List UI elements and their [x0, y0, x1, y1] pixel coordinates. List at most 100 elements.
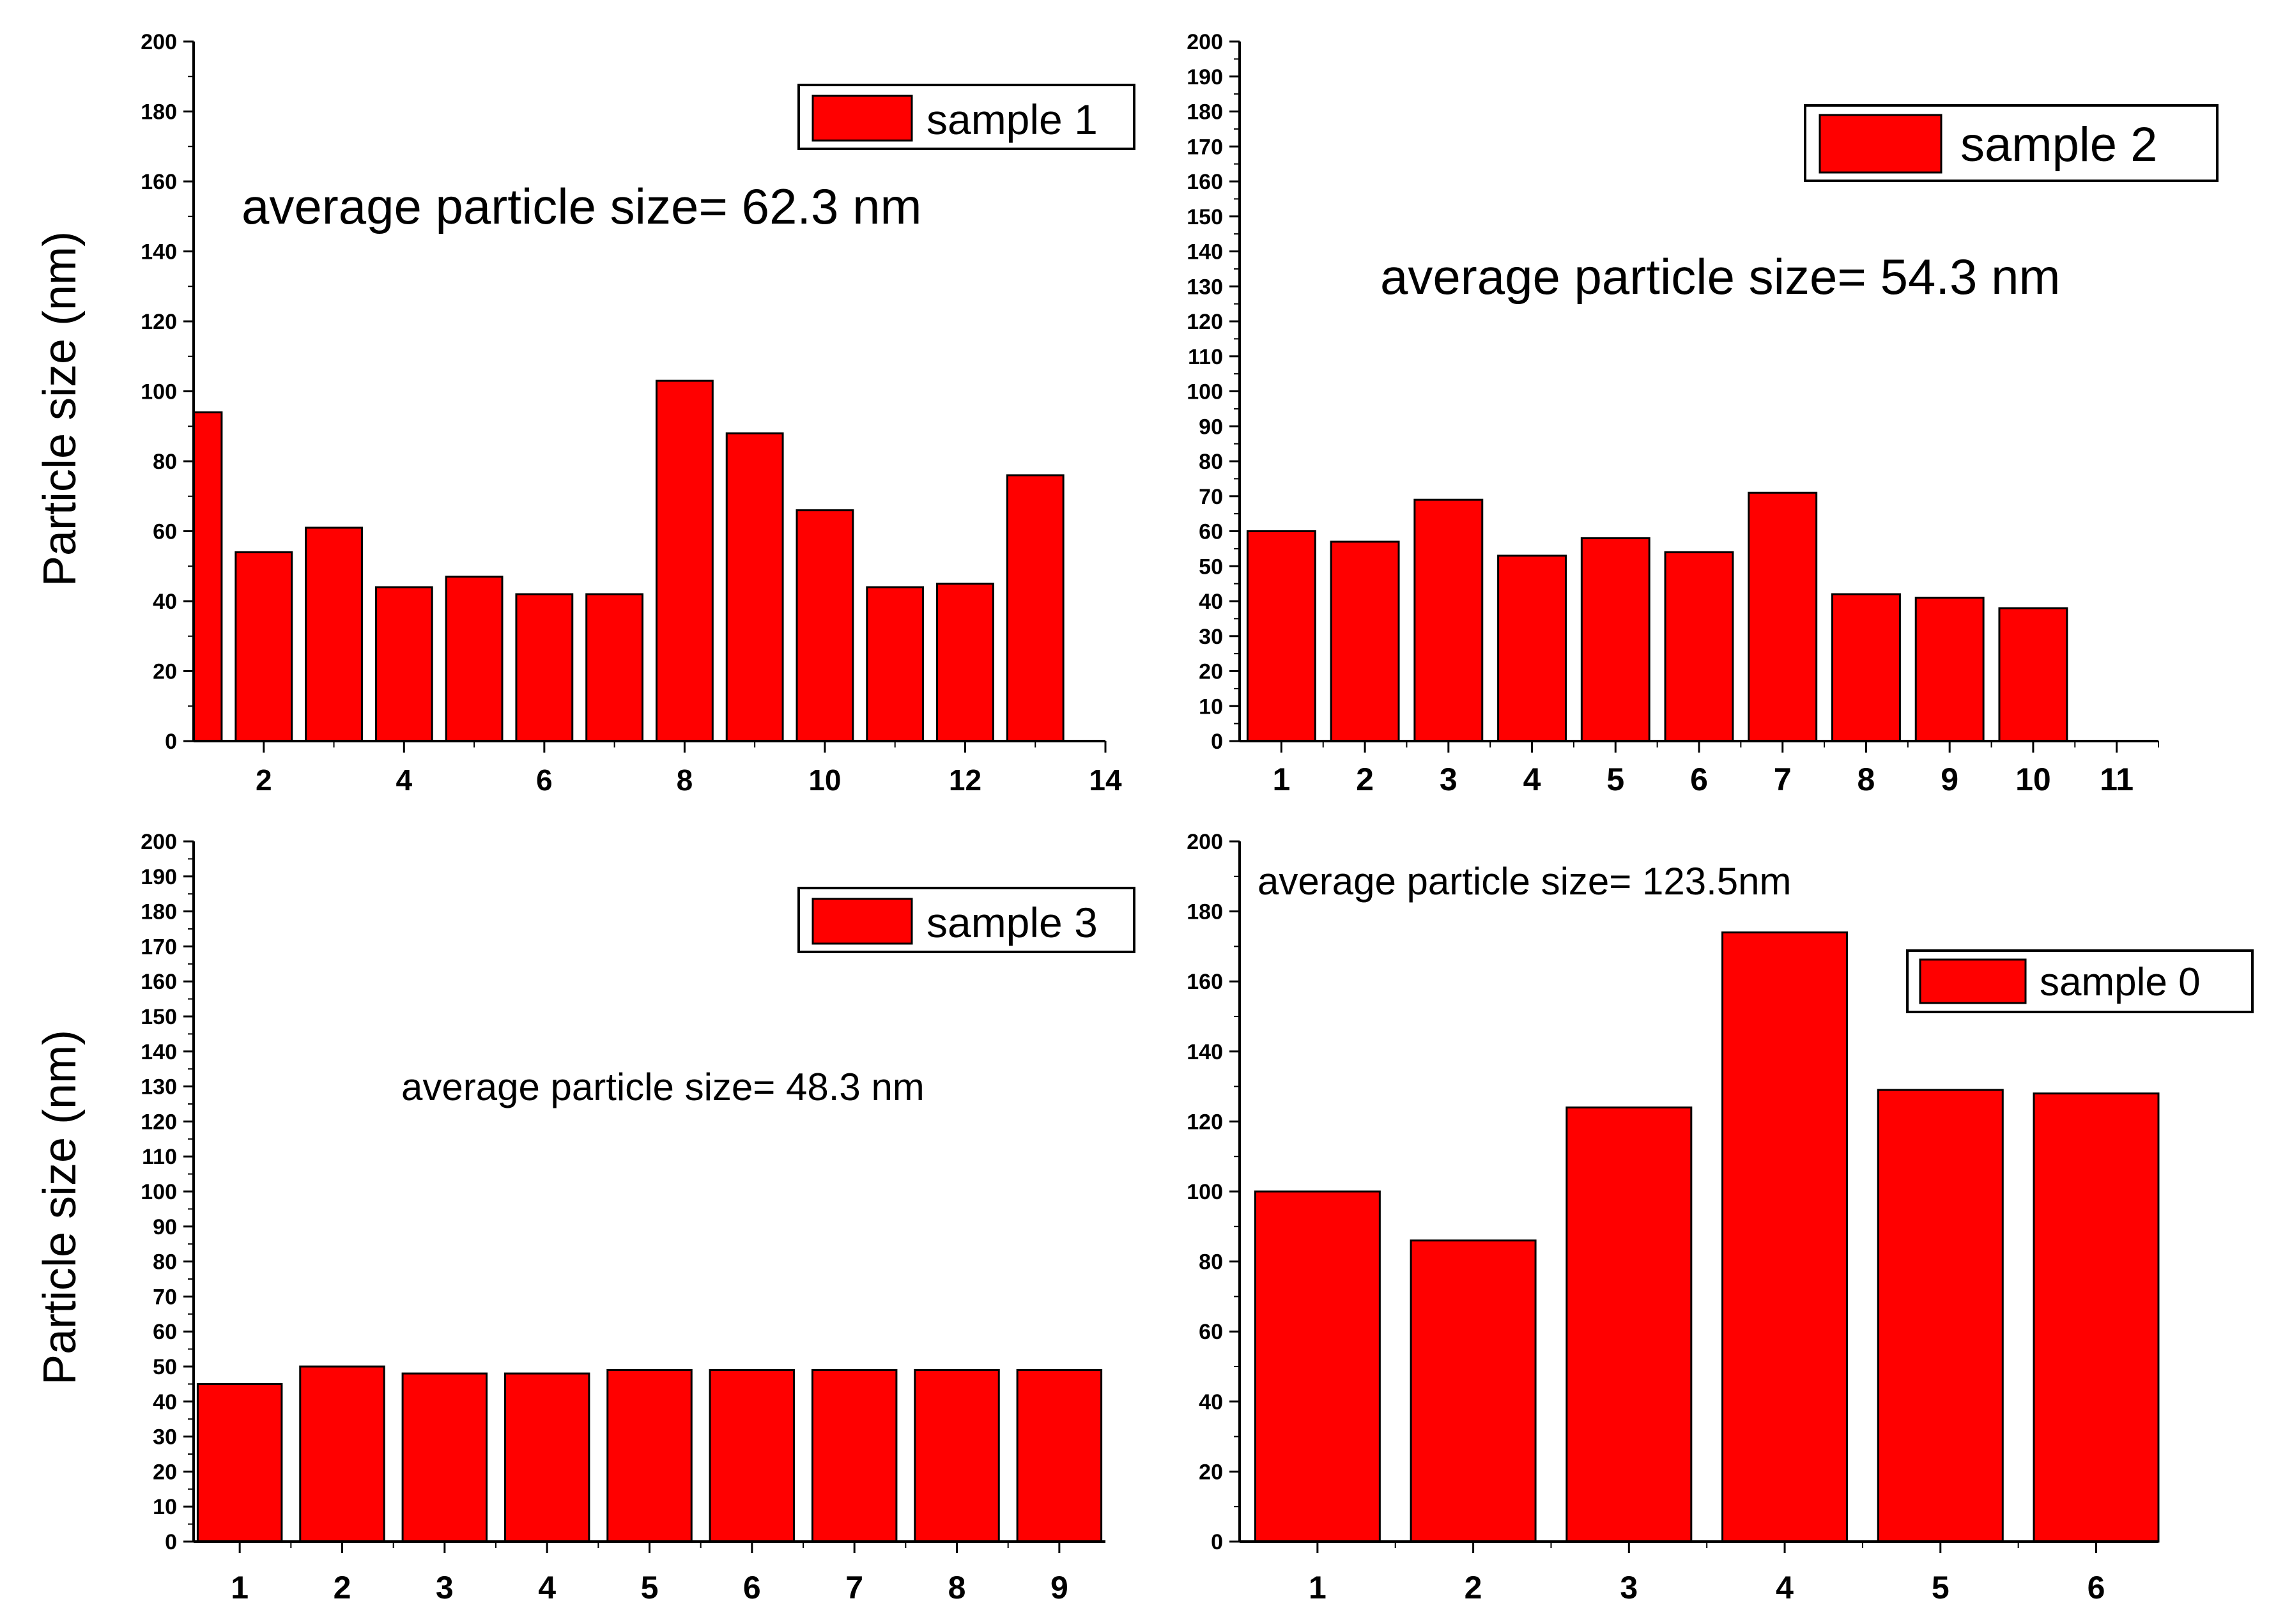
y-tick-label-sample3-50: 50	[153, 1355, 177, 1379]
y-tick-label-sample3-190: 190	[141, 865, 177, 889]
x-tick-label-sample2-11: 11	[2100, 762, 2134, 797]
bar-sample3-6	[709, 1368, 796, 1543]
y-tick-label-sample3-10: 10	[153, 1495, 177, 1519]
y-tick-label-sample3-170: 170	[141, 935, 177, 959]
legend-swatch-sample2	[1819, 114, 1942, 174]
bar-sample2-3	[1413, 498, 1484, 742]
x-tick-label-sample0-5: 5	[1932, 1570, 1950, 1605]
y-tick-label-sample1-120: 120	[141, 310, 177, 334]
legend-sample1: sample 1	[797, 84, 1135, 150]
bar-sample2-9	[1914, 597, 1985, 742]
bar-sample0-5	[1877, 1089, 2004, 1543]
y-tick-label-sample2-40: 40	[1199, 590, 1223, 614]
x-tick-label-sample2-3: 3	[1440, 762, 1458, 797]
x-tick-label-sample0-3: 3	[1620, 1570, 1638, 1605]
x-tick-label-sample3-2: 2	[334, 1570, 351, 1605]
bar-sample2-7	[1748, 491, 1818, 742]
legend-swatch-sample1	[811, 95, 913, 142]
bar-sample3-5	[606, 1368, 693, 1543]
y-tick-label-sample1-100: 100	[141, 380, 177, 404]
bar-sample1-11	[866, 586, 925, 742]
y-tick-label-sample2-50: 50	[1199, 555, 1223, 579]
y-tick-label-sample0-40: 40	[1199, 1390, 1223, 1414]
y-tick-label-sample2-0: 0	[1211, 730, 1223, 754]
x-tick-label-sample2-7: 7	[1774, 762, 1792, 797]
x-tick-label-sample1-6: 6	[536, 763, 553, 797]
y-tick-label-sample2-170: 170	[1187, 135, 1223, 159]
x-tick-label-sample0-1: 1	[1309, 1570, 1327, 1605]
bar-sample3-9	[1016, 1368, 1103, 1543]
bar-sample3-8	[914, 1368, 1000, 1543]
x-tick-label-sample2-4: 4	[1523, 762, 1541, 797]
y-tick-label-sample1-20: 20	[153, 660, 177, 684]
panel-sample3: 0 10 20 30 40 50 60 70 80 90 100 110 120 130 140 150 160…	[141, 830, 1135, 1605]
y-tick-label-sample0-60: 60	[1199, 1320, 1223, 1344]
y-tick-label-sample1-180: 180	[141, 100, 177, 125]
y-tick-label-sample1-0: 0	[165, 730, 177, 754]
y-tick-label-sample3-90: 90	[153, 1215, 177, 1239]
bar-sample1-8	[655, 379, 714, 742]
y-tick-label-sample3-120: 120	[141, 1110, 177, 1134]
bar-sample0-6	[2033, 1092, 2160, 1543]
legend-sample2: sample 2	[1804, 104, 2219, 182]
y-tick-label-sample0-20: 20	[1199, 1460, 1223, 1484]
bar-sample3-4	[504, 1372, 590, 1543]
y-tick-label-sample3-180: 180	[141, 900, 177, 924]
legend-label-sample0: sample 0	[2040, 960, 2201, 1004]
y-tick-label-sample3-20: 20	[153, 1460, 177, 1484]
x-tick-label-sample0-6: 6	[2088, 1570, 2105, 1605]
y-tick-label-sample2-110: 110	[1188, 345, 1223, 369]
y-tick-label-sample3-160: 160	[141, 970, 177, 994]
x-tick-label-sample3-4: 4	[538, 1570, 556, 1605]
x-tick-label-sample1-8: 8	[677, 763, 693, 797]
bar-sample1-3	[305, 526, 363, 742]
bar-sample1-6	[515, 593, 574, 742]
y-tick-label-sample0-100: 100	[1187, 1180, 1223, 1204]
y-tick-label-sample0-0: 0	[1211, 1530, 1223, 1554]
x-tick-label-sample2-10: 10	[2015, 762, 2051, 797]
bar-sample1-13	[1006, 474, 1065, 742]
y-tick-label-sample2-70: 70	[1199, 485, 1223, 509]
x-tick-label-sample3-7: 7	[845, 1570, 863, 1605]
y-tick-label-sample0-180: 180	[1187, 900, 1223, 924]
y-tick-label-sample2-100: 100	[1187, 380, 1223, 404]
y-tick-label-sample0-140: 140	[1187, 1040, 1223, 1064]
annotation-sample1: average particle size= 62.3 nm	[242, 178, 921, 234]
x-tick-label-sample3-6: 6	[743, 1570, 761, 1605]
y-tick-label-sample3-110: 110	[142, 1145, 177, 1169]
bar-sample2-6	[1664, 551, 1734, 742]
y-tick-label-sample2-30: 30	[1199, 625, 1223, 649]
bar-sample0-4	[1721, 931, 1849, 1543]
y-tick-label-sample2-20: 20	[1199, 660, 1223, 684]
legend-swatch-sample3	[811, 898, 913, 945]
panel-sample1: 0 20 40 60 80 100 120 140 160 180 200 2 4 6 8 10 12 14 av…	[141, 30, 1135, 797]
x-tick-label-sample2-6: 6	[1690, 762, 1708, 797]
bar-sample2-8	[1831, 593, 1901, 742]
y-axis-title-top: Particle size (nm)	[35, 231, 86, 586]
x-tick-label-sample3-1: 1	[231, 1570, 249, 1605]
y-tick-label-sample1-200: 200	[141, 30, 177, 54]
x-tick-label-sample1-10: 10	[808, 763, 841, 797]
y-tick-label-sample2-150: 150	[1187, 205, 1223, 229]
y-tick-label-sample2-10: 10	[1199, 694, 1223, 719]
legend-label-sample1: sample 1	[927, 96, 1098, 143]
y-tick-label-sample0-160: 160	[1187, 970, 1223, 994]
y-tick-label-sample0-200: 200	[1187, 830, 1223, 854]
annotation-sample0: average particle size= 123.5nm	[1258, 860, 1792, 903]
y-tick-label-sample3-60: 60	[153, 1320, 177, 1344]
x-tick-label-sample3-5: 5	[641, 1570, 659, 1605]
panel-sample2: 0102030405060708090100110120130140150160…	[1187, 30, 2219, 797]
bar-sample2-1	[1246, 530, 1316, 742]
legend-sample0: sample 0	[1906, 949, 2254, 1013]
y-tick-label-sample3-70: 70	[153, 1285, 177, 1309]
y-tick-label-sample3-140: 140	[141, 1040, 177, 1064]
y-tick-label-sample2-190: 190	[1187, 65, 1223, 89]
bar-sample1-12	[936, 583, 994, 742]
annotation-sample3: average particle size= 48.3 nm	[401, 1066, 925, 1108]
bar-sample3-1	[196, 1383, 283, 1543]
y-tick-label-sample3-150: 150	[141, 1005, 177, 1029]
x-tick-label-sample0-4: 4	[1776, 1570, 1794, 1605]
x-tick-label-sample1-14: 14	[1089, 763, 1122, 797]
x-tick-label-sample3-8: 8	[948, 1570, 966, 1605]
bar-sample1-1	[192, 411, 223, 742]
